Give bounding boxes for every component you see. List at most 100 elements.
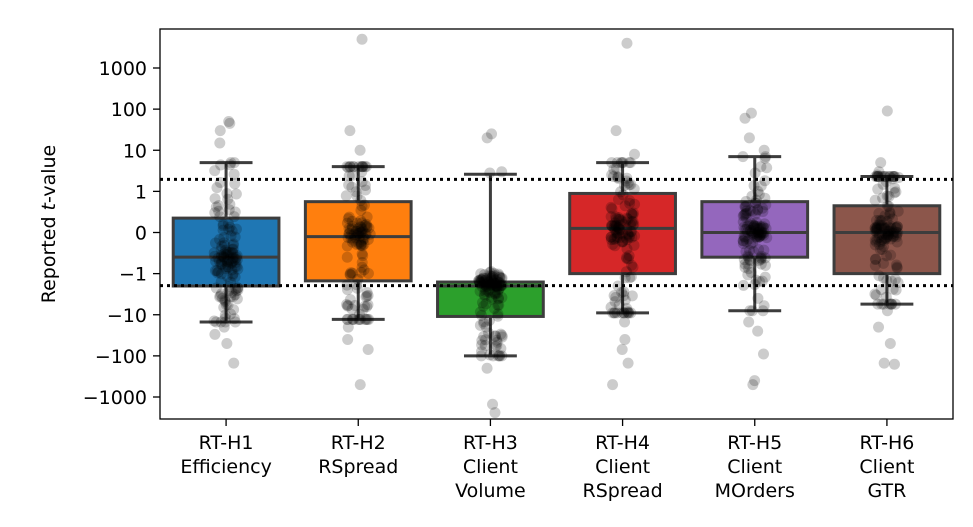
data-point (890, 222, 902, 234)
data-point (876, 244, 888, 256)
data-point (608, 233, 620, 245)
data-point (227, 247, 239, 259)
data-point (881, 215, 893, 227)
data-point (609, 233, 621, 245)
data-point (230, 257, 242, 269)
data-point (361, 221, 373, 233)
data-point (890, 259, 902, 271)
data-point (757, 205, 769, 217)
data-point (625, 226, 637, 238)
data-point (756, 226, 768, 238)
data-point (350, 186, 362, 198)
data-point (614, 219, 626, 231)
data-point (340, 190, 352, 202)
data-point (489, 288, 501, 300)
data-point (740, 246, 752, 258)
data-point (883, 200, 895, 212)
data-point (755, 161, 767, 173)
data-point (488, 267, 500, 279)
data-point (220, 299, 232, 311)
data-point (215, 249, 227, 261)
data-point (626, 231, 638, 243)
outlier-point (354, 144, 366, 156)
data-point (230, 285, 242, 297)
data-point (759, 259, 771, 271)
data-point (605, 231, 617, 243)
data-point (229, 260, 241, 272)
data-point (212, 267, 224, 279)
data-point (493, 299, 505, 311)
outlier-point (881, 305, 893, 317)
data-point (490, 340, 502, 352)
data-point (355, 266, 367, 278)
data-point (607, 238, 619, 250)
data-point (210, 282, 222, 294)
data-point (871, 223, 883, 235)
data-point (480, 298, 492, 310)
data-point (492, 292, 504, 304)
data-point (227, 243, 239, 255)
y-tick-label: 0 (135, 223, 147, 245)
data-point (741, 207, 753, 219)
data-point (227, 255, 239, 267)
data-point (222, 256, 234, 268)
data-point (361, 301, 373, 313)
data-point (229, 231, 241, 243)
data-point (485, 270, 497, 282)
data-point (880, 232, 892, 244)
data-point (609, 240, 621, 252)
data-point (605, 201, 617, 213)
data-point (219, 309, 231, 321)
data-point (489, 288, 501, 300)
data-point (217, 292, 229, 304)
data-point (745, 224, 757, 236)
data-point (750, 197, 762, 209)
data-point (214, 211, 226, 223)
data-point (344, 294, 356, 306)
data-point (737, 235, 749, 247)
data-point (739, 261, 751, 273)
data-point (355, 161, 367, 173)
data-point (356, 226, 368, 238)
data-point (216, 240, 228, 252)
data-point (494, 271, 506, 283)
data-point (483, 314, 495, 326)
data-point (620, 216, 632, 228)
data-point (886, 298, 898, 310)
data-point (759, 271, 771, 283)
data-point (215, 288, 227, 300)
data-point (877, 192, 889, 204)
data-point (607, 307, 619, 319)
data-point (755, 227, 767, 239)
data-point (358, 232, 370, 244)
data-point (359, 300, 371, 312)
data-point (496, 292, 508, 304)
data-point (889, 273, 901, 285)
data-point (609, 307, 621, 319)
data-point (611, 307, 623, 319)
data-point (625, 178, 637, 190)
data-point (486, 293, 498, 305)
data-point (222, 260, 234, 272)
data-point (606, 169, 618, 181)
data-point (486, 291, 498, 303)
data-point (231, 250, 243, 262)
data-point (744, 305, 756, 317)
data-point (748, 220, 760, 232)
data-point (751, 232, 763, 244)
outlier-point (628, 148, 640, 160)
data-point (739, 230, 751, 242)
data-point (741, 205, 753, 217)
outlier-point (884, 337, 896, 349)
data-point (873, 232, 885, 244)
data-point (477, 300, 489, 312)
data-point (476, 309, 488, 321)
data-point (610, 211, 622, 223)
data-point (615, 157, 627, 169)
data-point (749, 222, 761, 234)
data-point (356, 217, 368, 229)
data-point (345, 267, 357, 279)
data-point (484, 349, 496, 361)
